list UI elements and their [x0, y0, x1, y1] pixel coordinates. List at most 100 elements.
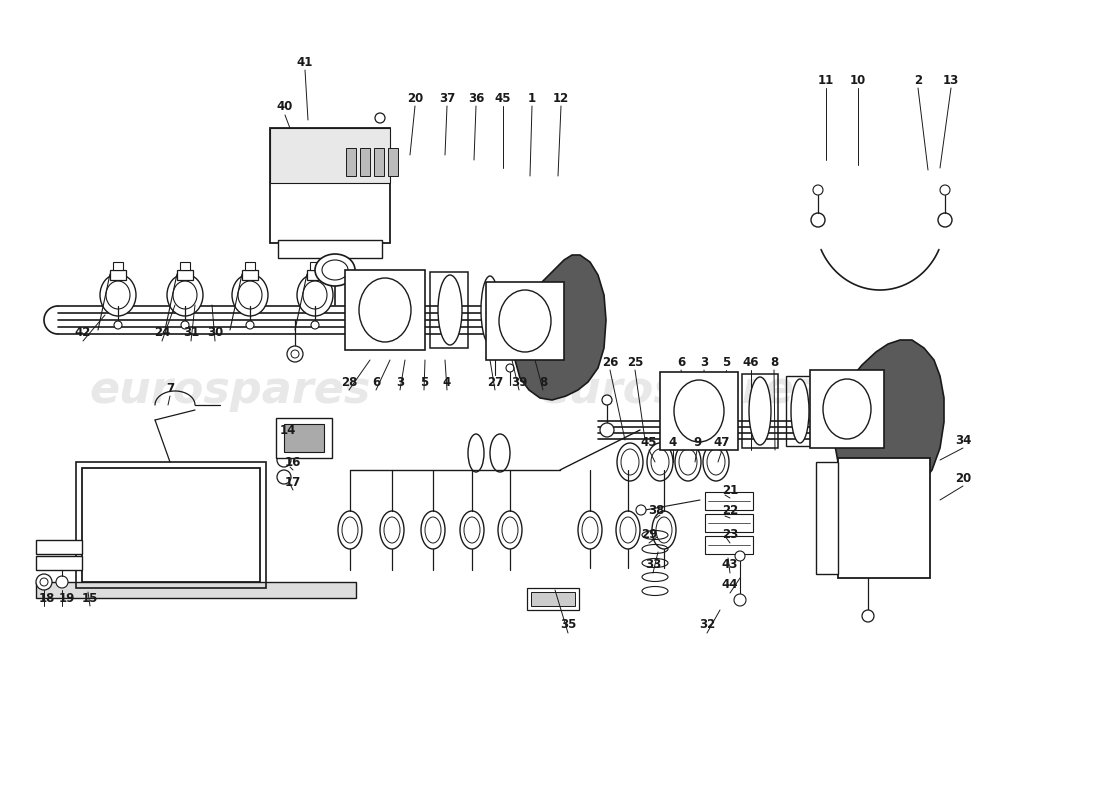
Text: 20: 20 [955, 471, 971, 485]
Bar [110, 270, 126, 280]
Bar [374, 148, 384, 176]
Text: 5: 5 [722, 355, 730, 369]
Circle shape [602, 395, 612, 405]
Text: 38: 38 [648, 503, 664, 517]
Circle shape [487, 351, 495, 359]
Bar [486, 282, 564, 360]
Bar [177, 270, 192, 280]
Text: 12: 12 [553, 91, 569, 105]
Bar [810, 370, 884, 448]
Text: 28: 28 [341, 375, 358, 389]
Text: 34: 34 [955, 434, 971, 446]
Text: 47: 47 [714, 435, 730, 449]
Circle shape [287, 346, 303, 362]
Ellipse shape [823, 379, 871, 439]
Circle shape [850, 470, 860, 480]
Ellipse shape [651, 449, 669, 475]
Text: 35: 35 [560, 618, 576, 631]
Ellipse shape [425, 517, 441, 543]
Ellipse shape [322, 260, 348, 280]
Circle shape [487, 283, 495, 291]
Ellipse shape [502, 517, 518, 543]
Ellipse shape [232, 274, 268, 316]
Ellipse shape [582, 517, 598, 543]
Ellipse shape [652, 511, 676, 549]
Text: 45: 45 [495, 91, 512, 105]
Bar [660, 372, 738, 450]
Ellipse shape [384, 517, 400, 543]
Text: 1: 1 [528, 91, 536, 105]
Text: 11: 11 [818, 74, 834, 86]
Circle shape [246, 321, 254, 329]
Bar [430, 272, 468, 348]
Circle shape [874, 439, 883, 447]
Ellipse shape [647, 443, 673, 481]
Circle shape [729, 373, 737, 381]
Bar [705, 514, 754, 532]
Circle shape [735, 551, 745, 561]
Text: 32: 32 [698, 618, 715, 631]
Ellipse shape [460, 511, 484, 549]
Circle shape [36, 574, 52, 590]
Text: 39: 39 [510, 375, 527, 389]
Bar [705, 536, 754, 554]
Bar [245, 262, 255, 270]
Text: 17: 17 [285, 475, 301, 489]
Text: 2: 2 [914, 74, 922, 86]
Text: 14: 14 [279, 423, 296, 437]
Ellipse shape [338, 511, 362, 549]
Circle shape [729, 441, 737, 449]
Circle shape [346, 271, 354, 279]
Text: 6: 6 [676, 355, 685, 369]
Ellipse shape [100, 274, 136, 316]
Ellipse shape [297, 274, 333, 316]
Circle shape [56, 576, 68, 588]
Text: 10: 10 [850, 74, 866, 86]
Text: 6: 6 [372, 375, 381, 389]
Circle shape [40, 578, 48, 586]
Bar [838, 458, 930, 578]
Bar [276, 418, 332, 458]
Circle shape [277, 453, 292, 467]
Bar [531, 592, 575, 606]
Circle shape [416, 271, 424, 279]
Ellipse shape [703, 443, 729, 481]
Circle shape [311, 321, 319, 329]
Bar [284, 424, 324, 452]
Ellipse shape [675, 443, 701, 481]
Circle shape [346, 341, 354, 349]
Circle shape [661, 441, 669, 449]
Ellipse shape [238, 281, 262, 309]
Ellipse shape [106, 281, 130, 309]
Circle shape [182, 321, 189, 329]
Bar [242, 270, 258, 280]
Circle shape [600, 423, 614, 437]
Text: 43: 43 [722, 558, 738, 571]
Circle shape [862, 610, 874, 622]
Text: 33: 33 [645, 558, 661, 571]
Text: 15: 15 [81, 591, 98, 605]
Text: 21: 21 [722, 483, 738, 497]
Text: 30: 30 [207, 326, 223, 339]
Bar [527, 588, 579, 610]
Bar [113, 262, 123, 270]
Bar [270, 128, 390, 243]
Ellipse shape [468, 434, 484, 472]
Text: 4: 4 [443, 375, 451, 389]
Circle shape [114, 321, 122, 329]
Polygon shape [513, 255, 606, 400]
Text: 41: 41 [297, 55, 313, 69]
Text: 25: 25 [627, 355, 644, 369]
Bar [388, 148, 398, 176]
Ellipse shape [578, 511, 602, 549]
Circle shape [506, 364, 514, 372]
Circle shape [811, 371, 819, 379]
Text: 37: 37 [439, 91, 455, 105]
Text: 5: 5 [420, 375, 428, 389]
Text: 42: 42 [75, 326, 91, 339]
Text: 45: 45 [640, 435, 658, 449]
Circle shape [911, 511, 925, 525]
Ellipse shape [379, 511, 404, 549]
Circle shape [940, 185, 950, 195]
Text: 13: 13 [943, 74, 959, 86]
